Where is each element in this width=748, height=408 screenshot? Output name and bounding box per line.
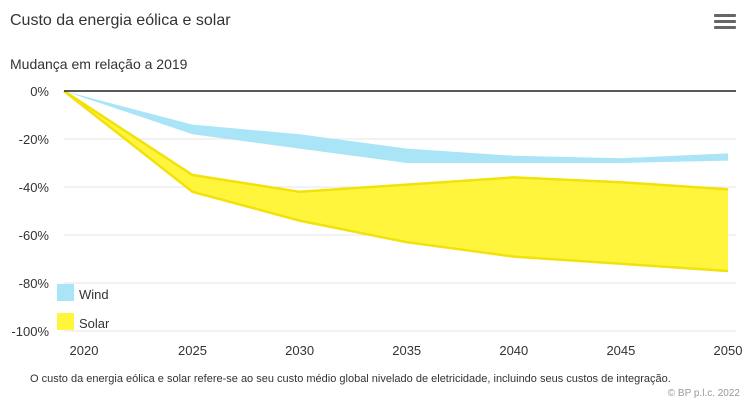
x-tick-label: 2040 xyxy=(499,343,528,358)
x-tick-label: 2035 xyxy=(392,343,421,358)
footnote: O custo da energia eólica e solar refere… xyxy=(30,373,671,385)
y-tick-label: -20% xyxy=(19,132,50,147)
series-area-solar xyxy=(64,91,728,271)
legend-label-wind: Wind xyxy=(79,287,109,302)
y-tick-labels: 0% -20% -40% -60% -80% -100% xyxy=(11,84,49,339)
series-area-wind xyxy=(64,91,728,163)
legend-label-solar: Solar xyxy=(79,316,110,331)
legend-swatch-solar xyxy=(57,313,74,330)
hamburger-menu-icon[interactable] xyxy=(714,14,736,32)
x-tick-label: 2050 xyxy=(714,343,743,358)
series-edge-lower-solar xyxy=(63,90,729,273)
x-tick-label: 2025 xyxy=(178,343,207,358)
series-areas xyxy=(63,89,729,273)
x-tick-label: 2030 xyxy=(285,343,314,358)
y-tick-label: 0% xyxy=(30,84,49,99)
y-tick-label: -100% xyxy=(11,324,49,339)
y-axis-label: Mudança em relação a 2019 xyxy=(10,56,188,72)
copyright-credit: © BP p.l.c. 2022 xyxy=(667,388,740,399)
y-tick-label: -80% xyxy=(19,276,50,291)
y-tick-label: -40% xyxy=(19,180,50,195)
y-tick-label: -60% xyxy=(19,228,50,243)
x-tick-labels: 2020 2025 2030 2035 2040 2045 2050 xyxy=(70,343,743,358)
legend-swatch-wind xyxy=(57,284,74,301)
legend: Wind Solar xyxy=(57,284,110,331)
x-tick-label: 2045 xyxy=(606,343,635,358)
series-edge-upper-solar xyxy=(63,89,729,194)
x-tick-label: 2020 xyxy=(70,343,99,358)
chart-title: Custo da energia eólica e solar xyxy=(10,12,231,29)
